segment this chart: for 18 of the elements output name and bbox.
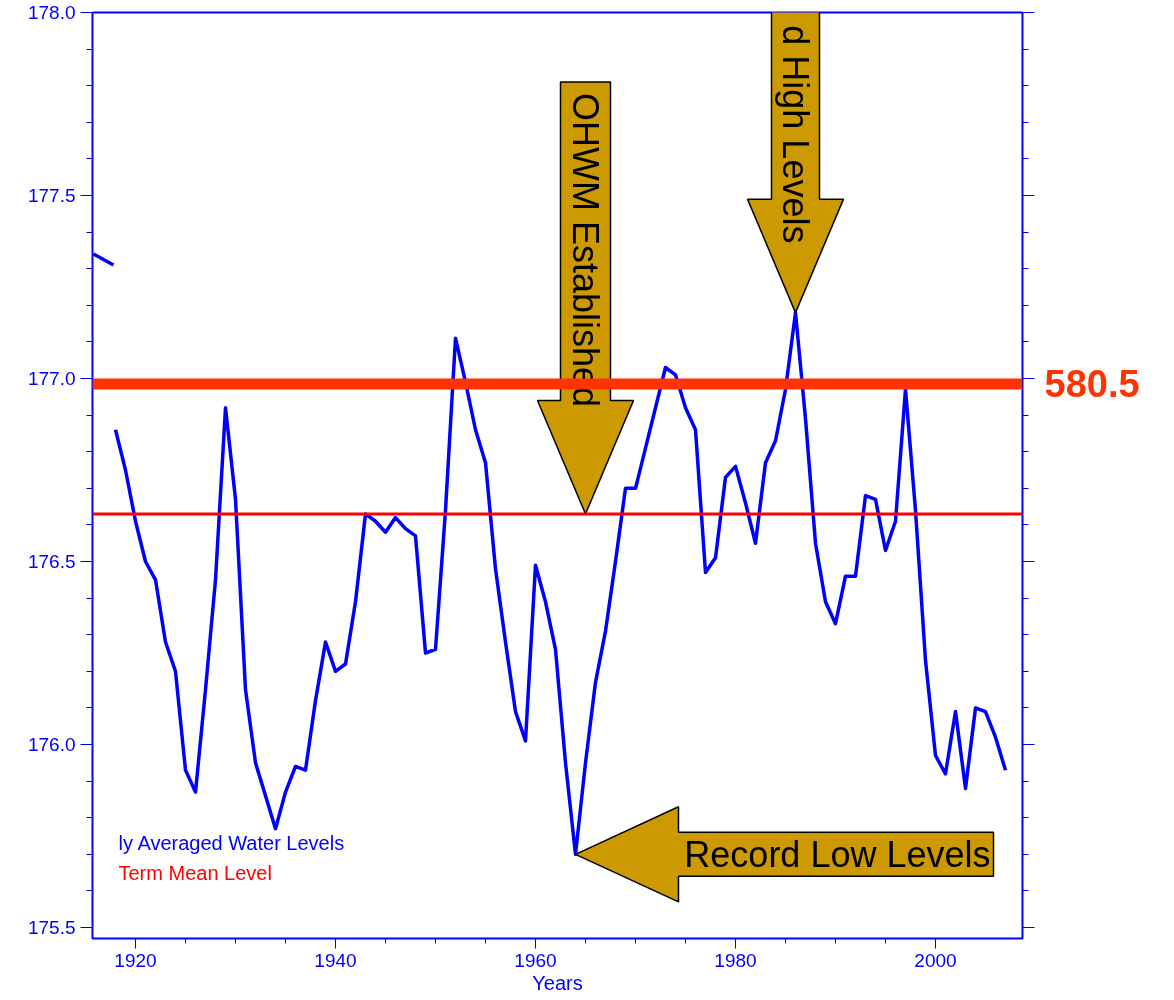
y-tick-label: 178.0 <box>27 2 76 23</box>
annotation: d High Levels <box>775 25 816 244</box>
y-tick-label: 176.5 <box>27 551 76 573</box>
x-tick-label: 2000 <box>914 949 957 971</box>
annotation: Record Low Levels <box>684 833 991 875</box>
x-tick-label: 1940 <box>314 949 357 971</box>
text: 580.5 <box>1044 363 1140 406</box>
y-tick-label: 177.0 <box>27 368 76 390</box>
annotation: OHWM Established <box>565 93 606 408</box>
ref-line-label: Term Mean Level <box>118 861 272 884</box>
y-tick-label: 175.5 <box>27 917 76 939</box>
x-tick-label: 1980 <box>714 949 757 971</box>
y-tick-label: 177.5 <box>27 185 76 206</box>
x-axis-title: Years <box>532 971 583 994</box>
x-tick-label: 1960 <box>514 949 557 971</box>
legend-label: ly Averaged Water Levels <box>118 831 345 854</box>
x-tick-label: 1920 <box>114 949 157 971</box>
y-tick-label: 176.0 <box>27 734 76 756</box>
